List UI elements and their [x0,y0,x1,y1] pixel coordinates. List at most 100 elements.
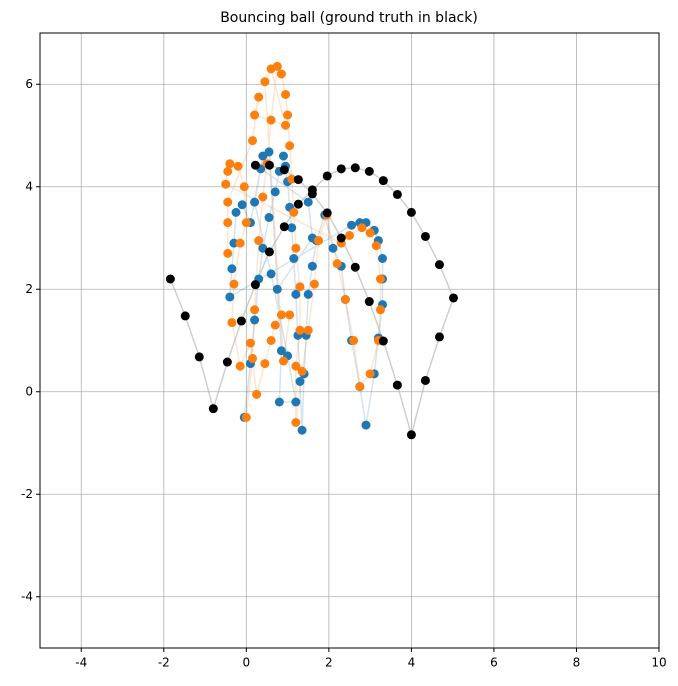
point [194,352,204,362]
point [264,147,274,157]
point [378,254,388,263]
point [287,174,297,184]
point [241,218,251,228]
point [350,163,360,173]
y-tick-label: 0 [25,384,33,398]
point [307,261,317,271]
point [328,243,338,253]
point [229,238,239,248]
point [289,254,299,263]
point [279,165,289,175]
chart-title: Bouncing ball (ground truth in black) [220,10,478,26]
point [285,141,295,151]
point [223,218,233,228]
point [222,357,232,367]
point [264,213,274,222]
point [392,189,402,199]
point [336,164,346,174]
point [248,353,258,363]
point [336,233,346,243]
point [355,382,365,392]
point [231,207,241,217]
point [235,361,245,371]
point [347,220,357,230]
point [295,282,305,292]
y-tick-label: -4 [21,589,33,603]
point [420,231,430,241]
point [250,197,260,207]
point [289,207,299,217]
y-tick-label: -2 [21,487,33,501]
point [392,380,402,390]
point [266,269,276,279]
point [309,279,319,289]
point [314,236,324,246]
point [434,260,444,270]
point [281,120,291,130]
point [233,161,243,171]
point [250,305,260,315]
point [250,280,260,290]
point [281,90,291,99]
point [250,160,260,170]
point [303,325,313,335]
point [291,243,301,253]
point [420,375,430,385]
x-tick-label: 0 [243,656,251,670]
point [239,182,249,192]
point [303,289,313,299]
x-tick-label: 6 [490,656,498,670]
point [276,346,286,356]
point [266,336,276,345]
point [248,136,258,146]
point [225,292,235,302]
point [266,64,276,74]
point [252,389,262,399]
point [223,166,233,176]
point [274,397,284,407]
point [223,248,233,258]
point [279,222,289,232]
point [208,404,218,414]
point [357,223,367,233]
point [295,325,305,335]
point [364,297,374,307]
point [221,179,231,189]
axes-frame [39,32,660,649]
point [371,241,381,251]
point [297,425,307,435]
point [375,274,385,284]
point [378,336,388,346]
point [235,238,245,248]
point [227,264,237,274]
point [378,176,388,186]
point [250,110,260,120]
point [332,259,342,269]
x-tick-label: 4 [408,656,416,670]
point [365,369,375,379]
plot-area [165,61,458,440]
point [293,199,303,209]
point [406,207,416,217]
point [276,310,286,320]
point [307,189,317,199]
x-tick-label: 8 [573,656,581,670]
point [434,332,444,342]
point [278,151,288,161]
point [322,208,332,218]
point [241,412,251,422]
grid [40,33,660,648]
point [227,318,237,328]
point [264,247,274,257]
point [245,338,255,348]
point [258,243,268,253]
point [448,293,458,303]
point [266,115,276,125]
x-tick-label: 2 [325,656,333,670]
point [229,279,239,289]
point [291,289,301,299]
point [375,305,385,315]
point [272,284,282,294]
x-tick-label: 10 [651,656,666,670]
